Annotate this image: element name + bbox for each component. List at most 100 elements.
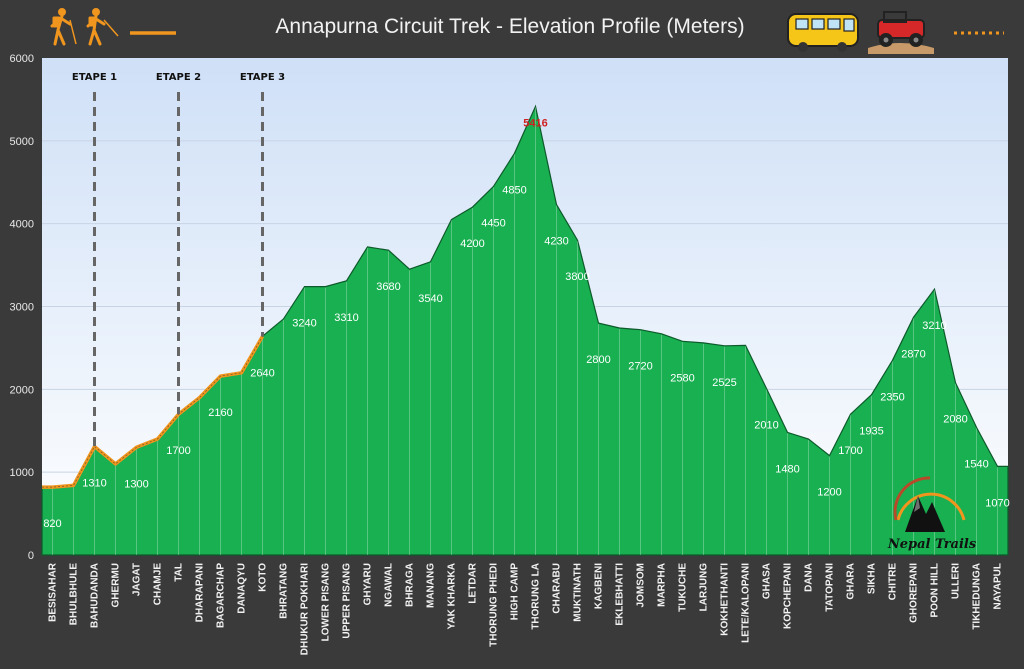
data-label: 2160 xyxy=(208,407,232,419)
x-tick-label: DANAQYU xyxy=(237,563,248,614)
data-label: 2010 xyxy=(754,420,778,432)
x-tick-label: LETE/KALOPANI xyxy=(741,563,752,643)
data-label: 3210 xyxy=(922,320,946,332)
x-tick-label: DHARAPANI xyxy=(195,563,206,622)
data-label: 4230 xyxy=(544,236,568,248)
x-tick-label: NGAWAL xyxy=(384,563,395,607)
x-tick-label: LOWER PISANG xyxy=(321,563,332,642)
data-label: 1480 xyxy=(775,463,799,475)
data-label: 1700 xyxy=(166,445,190,457)
peak-label: 5416 xyxy=(523,117,547,129)
y-tick-label: 3000 xyxy=(10,302,34,314)
nepal-trails-logo: Nepal Trails xyxy=(887,476,977,552)
x-tick-label: YAK KHARKA xyxy=(447,563,458,629)
x-tick-label: BAGARCHAP xyxy=(216,563,227,628)
legend-jeep xyxy=(868,11,1004,54)
etape-markers: ETAPE 1 ETAPE 2 ETAPE 3 xyxy=(72,72,285,447)
y-tick-label: 1000 xyxy=(10,467,34,479)
x-tick-label: ULLERI xyxy=(951,563,962,599)
x-tick-label: CHAMJE xyxy=(153,563,164,606)
x-tick-label: NAYAPUL xyxy=(993,563,1004,610)
data-label: 820 xyxy=(43,518,61,530)
data-label: 1935 xyxy=(859,426,883,438)
mountain-logo-icon xyxy=(893,476,966,532)
x-tick-label: BHRATANG xyxy=(279,563,290,619)
x-tick-label: LETDAR xyxy=(468,562,479,603)
data-label: 1300 xyxy=(124,478,148,490)
highlight-route xyxy=(42,335,265,489)
y-tick-label: 4000 xyxy=(10,219,34,231)
data-label: 1070 xyxy=(985,497,1009,509)
chart-title: Annapurna Circuit Trek - Elevation Profi… xyxy=(275,15,744,38)
data-label: 3310 xyxy=(334,312,358,324)
x-tick-label: GHYARU xyxy=(363,563,374,605)
data-label: 4450 xyxy=(481,217,505,229)
x-tick-label: POON HILL xyxy=(930,563,941,617)
data-label: 2640 xyxy=(250,367,274,379)
x-tick-label: LARJUNG xyxy=(699,563,710,612)
data-label: 2580 xyxy=(670,372,694,384)
data-label: 2720 xyxy=(628,361,652,373)
data-labels: 820 1310 1300 1700 2160 2640 3240 3310 3680 3540 4… xyxy=(43,117,1009,530)
data-label: 4200 xyxy=(460,238,484,250)
x-tick-label: GHERMU xyxy=(111,563,122,607)
x-tick-label: KOPCHEPANI xyxy=(783,563,794,629)
bus-icon xyxy=(787,13,859,52)
x-tick-label: JOMSOM xyxy=(636,563,647,607)
x-tick-label: GHOREPANI xyxy=(909,563,920,623)
x-tick-label: BAHUDANDA xyxy=(90,563,101,628)
etape-label: ETAPE 1 xyxy=(72,72,117,83)
data-label: 2870 xyxy=(901,348,925,360)
data-label: 1700 xyxy=(838,445,862,457)
x-tick-label: SIKHA xyxy=(867,563,878,594)
y-tick-label: 5000 xyxy=(10,136,34,148)
x-tick-label: TIKHEDUNGA xyxy=(972,563,983,630)
y-tick-label: 6000 xyxy=(10,53,34,65)
highlight-dotted-line xyxy=(42,336,263,488)
category-separators xyxy=(52,107,998,555)
x-tick-label: BESISAHAR xyxy=(48,562,59,622)
y-tick-label: 0 xyxy=(28,550,34,562)
x-tick-label: MANANG xyxy=(426,563,437,608)
data-label: 2350 xyxy=(880,391,904,403)
x-tick-label: TUKUCHE xyxy=(678,563,689,612)
data-label: 2800 xyxy=(586,354,610,366)
data-label: 3680 xyxy=(376,281,400,293)
x-tick-label: BHULBHULE xyxy=(69,563,80,626)
data-label: 2525 xyxy=(712,377,736,389)
x-tick-label: CHARABU xyxy=(552,563,563,614)
x-tick-label: KOKHETHANTI xyxy=(720,563,731,636)
x-tick-label: KAGBENI xyxy=(594,563,605,609)
x-axis: BESISAHAR BHULBHULE BAHUDANDA GHERMU JAGAT CH… xyxy=(48,562,1004,655)
data-label: 4850 xyxy=(502,184,526,196)
x-tick-label: UPPER PISANG xyxy=(342,563,353,639)
y-tick-label: 2000 xyxy=(10,384,34,396)
x-tick-label: EKLEBHATTI xyxy=(615,563,626,626)
y-axis: 0 1000 2000 3000 4000 5000 6000 xyxy=(10,53,34,562)
jeep-icon xyxy=(868,11,934,54)
data-label: 3800 xyxy=(565,271,589,283)
data-label: 3240 xyxy=(292,318,316,330)
x-tick-label: DANA xyxy=(804,563,815,592)
x-tick-label: BHRAGA xyxy=(405,563,416,607)
legend-hikers xyxy=(50,8,176,46)
x-tick-label: MARPHA xyxy=(657,563,668,607)
x-tick-label: GHARA xyxy=(846,563,857,600)
data-label: 1540 xyxy=(964,458,988,470)
hikers-icon xyxy=(50,8,119,46)
logo-text: Nepal Trails xyxy=(887,537,977,552)
x-tick-label: THORUNG PHEDI xyxy=(489,563,500,647)
data-label: 2080 xyxy=(943,414,967,426)
etape-label: ETAPE 3 xyxy=(240,72,285,83)
x-tick-label: TATOPANI xyxy=(825,563,836,612)
x-tick-label: DHUKUR POKHARI xyxy=(300,563,311,655)
x-tick-label: GHASA xyxy=(762,563,773,599)
data-label: 3540 xyxy=(418,293,442,305)
x-tick-label: KOTO xyxy=(258,563,269,592)
x-tick-label: JAGAT xyxy=(132,563,143,596)
etape-label: ETAPE 2 xyxy=(156,72,201,83)
data-label: 1200 xyxy=(817,487,841,499)
x-tick-label: MUKTINATH xyxy=(573,563,584,622)
x-tick-label: THORUNG LA xyxy=(531,563,542,630)
